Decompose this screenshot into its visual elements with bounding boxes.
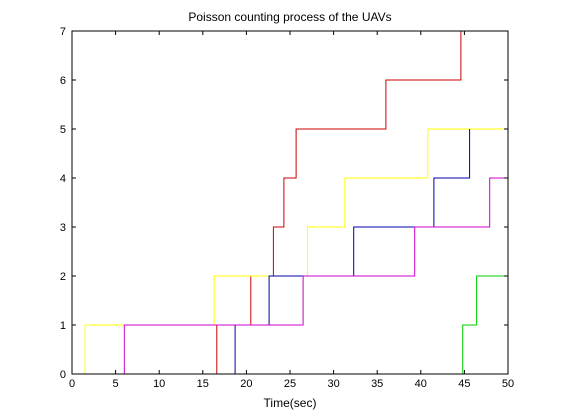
plot-background	[72, 31, 508, 374]
x-tick-label: 35	[371, 378, 383, 390]
y-tick-label: 4	[60, 173, 66, 185]
y-tick-label: 1	[60, 320, 66, 332]
y-tick-label: 5	[60, 124, 66, 136]
x-tick-label: 40	[415, 378, 427, 390]
x-tick-label: 20	[240, 378, 252, 390]
series-line-4	[72, 177, 508, 375]
x-tick-label: 5	[113, 378, 119, 390]
x-tick-label: 30	[327, 378, 339, 390]
x-tick-label: 50	[502, 378, 514, 390]
x-tick-label: 45	[458, 378, 470, 390]
y-tick-label: 2	[60, 271, 66, 283]
x-tick-label: 0	[69, 378, 75, 390]
y-tick-label: 7	[60, 26, 66, 38]
series-line-2	[72, 128, 508, 375]
x-tick-label: 10	[153, 378, 165, 390]
y-tick-label: 3	[60, 222, 66, 234]
x-axis-label: Time(sec)	[264, 396, 317, 410]
x-tick-label: 25	[284, 378, 296, 390]
plot-frame	[71, 30, 509, 375]
x-tick-label: 15	[197, 378, 209, 390]
y-tick-label: 6	[60, 75, 66, 87]
y-tick-label: 0	[60, 369, 66, 381]
chart-title: Poisson counting process of the UAVs	[188, 10, 391, 24]
